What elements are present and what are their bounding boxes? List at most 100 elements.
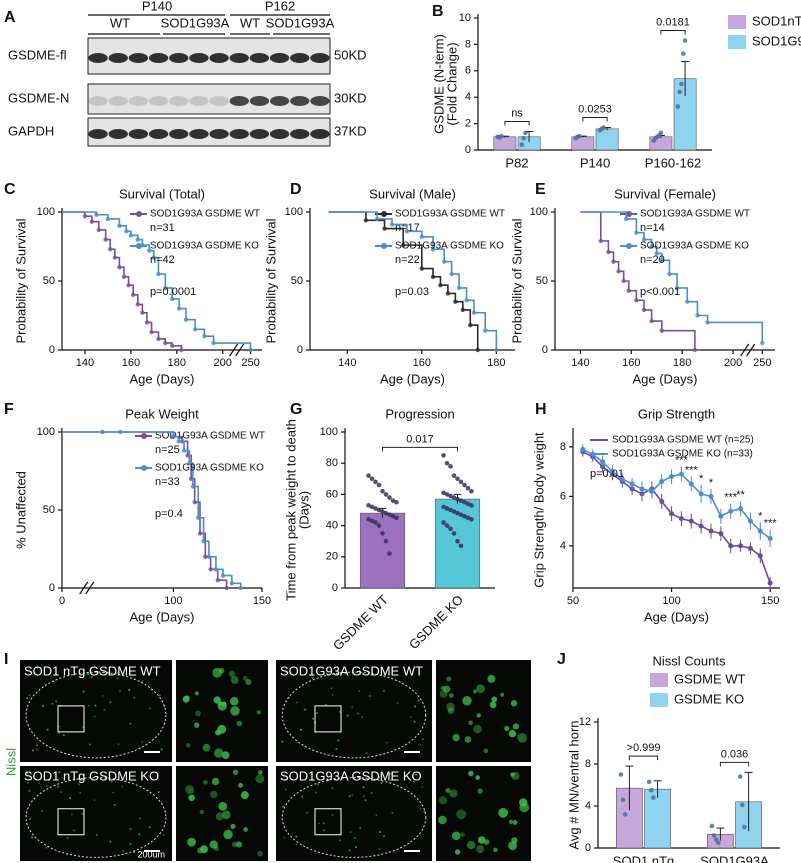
cell — [414, 705, 417, 708]
cell — [222, 810, 231, 820]
n-label: n=22 — [395, 254, 420, 266]
data-point — [747, 545, 753, 551]
cell — [483, 748, 489, 754]
significance: *** — [724, 492, 738, 504]
data-point — [448, 526, 453, 532]
cell — [348, 849, 351, 852]
x-tick-label: 160 — [622, 357, 640, 369]
micrograph — [276, 766, 432, 861]
cell — [365, 751, 368, 754]
legend-label: SOD1G93A GSDME KO — [150, 241, 259, 252]
data-point — [373, 506, 378, 511]
data-point — [580, 446, 586, 452]
data-point — [380, 509, 385, 514]
cell — [504, 725, 510, 731]
cell — [500, 692, 505, 697]
cell — [69, 797, 72, 800]
x-tick-label: P160-162 — [645, 155, 701, 170]
cell — [258, 770, 263, 775]
data-point — [444, 492, 450, 497]
data-point — [455, 476, 460, 482]
cell — [91, 778, 94, 781]
legend-label: SOD1G93A GSDME WT — [395, 209, 505, 220]
event-point — [149, 329, 154, 335]
data-point — [678, 516, 684, 522]
cell — [93, 715, 96, 718]
cell — [378, 775, 381, 778]
blot-band — [229, 129, 249, 139]
data-point — [600, 459, 606, 465]
cell — [232, 769, 239, 775]
y-tick-label: 100 — [320, 426, 338, 438]
legend-label: SOD1G93A GSDME WT (n=25) — [612, 435, 754, 446]
event-point — [118, 429, 123, 435]
cell — [223, 829, 233, 840]
cell — [194, 691, 199, 696]
x-tick-label: P140 — [580, 155, 610, 170]
age-label: P162 — [265, 0, 295, 13]
p-value: 0.036 — [721, 748, 749, 760]
cell — [449, 789, 458, 798]
data-point — [366, 503, 371, 508]
cell — [218, 801, 228, 811]
data-point — [737, 774, 743, 779]
event-point — [374, 216, 380, 222]
cell — [344, 672, 347, 675]
cell — [359, 827, 362, 830]
cell — [122, 849, 125, 852]
data-point — [394, 499, 399, 505]
image-title: SOD1G93A GSDME WT — [280, 663, 423, 678]
event-point — [606, 249, 611, 255]
data-point — [387, 512, 392, 517]
y-axis-label: Time from peak weight to death — [283, 419, 298, 601]
bracket — [382, 446, 458, 452]
cell — [46, 728, 49, 731]
cell — [413, 720, 416, 723]
cell — [417, 699, 420, 702]
x-tick-label: 150 — [761, 595, 779, 607]
event-point — [201, 539, 206, 544]
cell — [202, 743, 211, 752]
x-tick-label: 0 — [59, 595, 65, 607]
cell — [337, 739, 340, 742]
cell — [88, 704, 91, 707]
cell — [282, 805, 285, 808]
cell — [443, 685, 451, 693]
data-point — [376, 482, 382, 488]
y-tick-label: 100 — [530, 206, 548, 218]
data-point — [523, 130, 528, 136]
blot-band — [88, 96, 108, 106]
cell — [510, 700, 518, 707]
x-tick-label: 50 — [567, 595, 579, 607]
x-tick-label: 180 — [487, 357, 505, 369]
axis-break — [79, 581, 89, 595]
event-point — [641, 307, 647, 313]
cell — [235, 841, 243, 848]
y-tick-label: 100 — [37, 206, 55, 218]
stain-label: Nissl — [3, 748, 18, 776]
event-point — [430, 247, 436, 252]
event-point — [685, 299, 690, 304]
blot-band — [108, 53, 128, 63]
panel-label: E — [535, 181, 546, 198]
significance: *** — [675, 455, 689, 467]
cell — [31, 836, 34, 839]
cell — [255, 774, 265, 784]
event-point — [126, 282, 131, 288]
data-point — [678, 471, 684, 477]
cell — [211, 777, 220, 786]
y-tick-label: 50 — [291, 275, 303, 287]
data-point — [601, 125, 606, 130]
axis-break — [235, 343, 245, 357]
data-point — [711, 833, 717, 838]
row-label: GSDME-N — [8, 90, 69, 105]
blot-band — [290, 129, 310, 139]
n-label: n=42 — [150, 254, 175, 266]
cell — [295, 835, 298, 838]
cell — [47, 778, 50, 781]
cell — [29, 817, 32, 820]
cell — [230, 675, 239, 684]
cell — [199, 809, 205, 815]
y-tick-label: 0 — [49, 582, 55, 594]
y-tick-label: 6 — [560, 490, 566, 502]
